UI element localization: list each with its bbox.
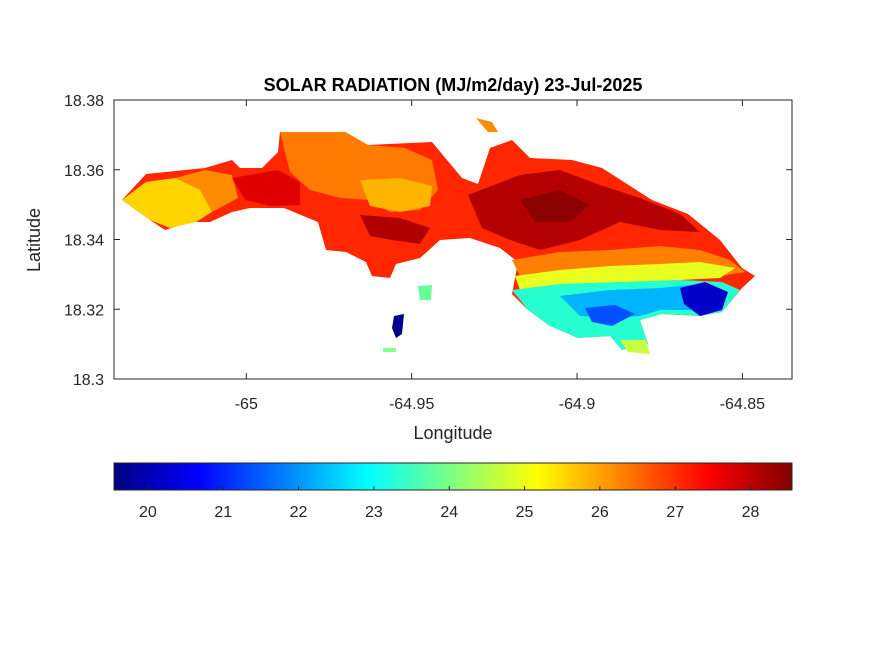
islet-green — [418, 285, 432, 300]
colorbar-tick-label: 27 — [666, 504, 684, 521]
y-tick-label: 18.38 — [64, 93, 104, 110]
colorbar-ticks: 20 21 22 23 24 25 26 27 28 — [139, 486, 760, 521]
y-tick-label: 18.34 — [64, 233, 104, 250]
y-tick-label: 18.32 — [64, 302, 104, 319]
islet-bottom — [383, 348, 396, 352]
y-axis-title: Latitude — [24, 208, 44, 272]
islet-lower-right — [620, 340, 650, 354]
north-upland-yellow — [360, 178, 432, 212]
x-tick-label: -64.85 — [720, 396, 765, 413]
east-end-blue — [680, 282, 728, 316]
east-ridge-deep — [520, 190, 590, 222]
colorbar-tick-label: 25 — [516, 504, 534, 521]
y-tick-label: 18.3 — [73, 372, 104, 389]
chart-title: SOLAR RADIATION (MJ/m2/day) 23-Jul-2025 — [264, 75, 643, 95]
west-tip-yellow — [122, 178, 212, 228]
x-tick-label: -65 — [235, 396, 258, 413]
colorbar-tick-label: 22 — [290, 504, 308, 521]
x-tick-label: -64.95 — [389, 396, 434, 413]
colorbar-tick-label: 23 — [365, 504, 383, 521]
colorbar-tick-label: 24 — [440, 504, 458, 521]
colorbar — [113, 462, 793, 491]
island-base — [122, 132, 755, 350]
heatmap-layer — [122, 118, 755, 354]
central-red — [232, 170, 300, 206]
southeast-blue — [585, 305, 635, 326]
colorbar-tick-label: 20 — [139, 504, 157, 521]
colorbar-tick-label: 28 — [742, 504, 760, 521]
islet-north-offshore — [476, 118, 498, 132]
islet-southern-cay — [392, 314, 404, 338]
colorbar-gradient — [113, 462, 793, 491]
x-axis: -65 -64.95 -64.9 -64.85 — [235, 100, 765, 413]
colorbar-tick-label: 26 — [591, 504, 609, 521]
x-axis-title: Longitude — [413, 423, 492, 443]
y-axis: 18.3 18.32 18.34 18.36 18.38 — [64, 93, 792, 389]
y-tick-label: 18.36 — [64, 163, 104, 180]
central-dark — [360, 215, 430, 244]
colorbar-tick-label: 21 — [214, 504, 232, 521]
x-tick-label: -64.9 — [559, 396, 596, 413]
south-slope-yellow — [515, 262, 735, 290]
west-tip-orange — [175, 170, 238, 212]
